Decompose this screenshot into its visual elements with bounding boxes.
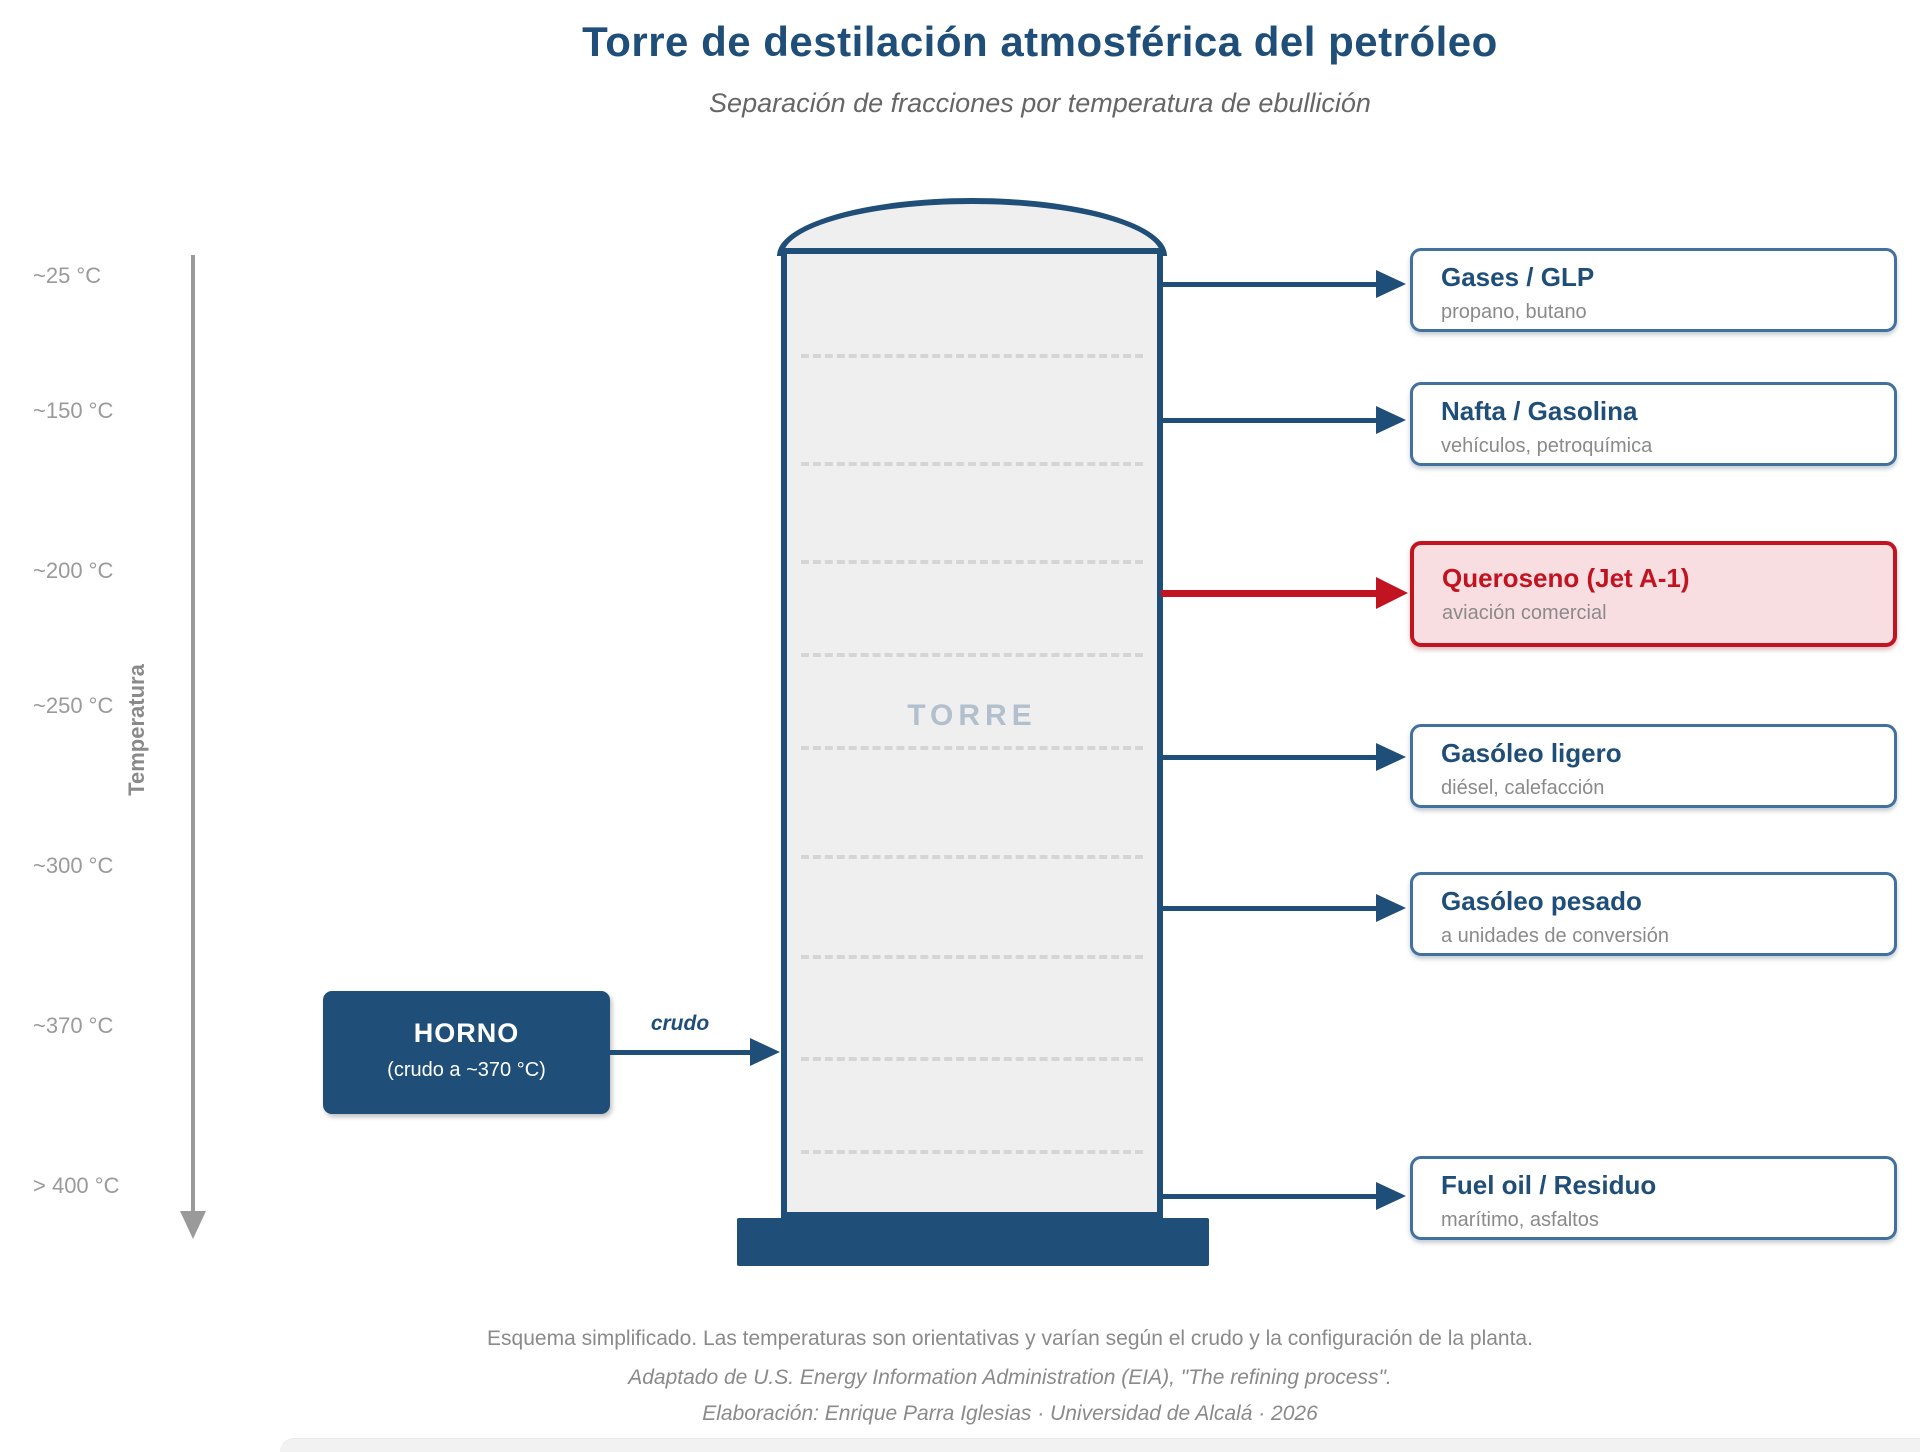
product-box-gasoleo-pesado: Gasóleo pesado a unidades de conversión bbox=[1410, 872, 1897, 956]
product-arrowhead-icon bbox=[1376, 270, 1406, 298]
product-arrow-line bbox=[1161, 418, 1378, 423]
tower-tray bbox=[801, 855, 1143, 859]
tower-base bbox=[737, 1218, 1209, 1266]
product-title: Fuel oil / Residuo bbox=[1441, 1170, 1657, 1200]
temperature-axis-line bbox=[191, 255, 195, 1213]
product-subtitle: diésel, calefacción bbox=[1441, 777, 1605, 799]
temp-tick-150: ~150 °C bbox=[33, 398, 114, 423]
temp-tick-250: ~250 °C bbox=[33, 693, 114, 718]
tower-tray bbox=[801, 746, 1143, 750]
product-title: Gasóleo ligero bbox=[1441, 738, 1622, 768]
product-arrowhead-icon bbox=[1376, 1182, 1406, 1210]
product-arrow-line bbox=[1161, 755, 1378, 760]
bottom-card-edge bbox=[280, 1438, 1920, 1452]
footer-note: Esquema simplificado. Las temperaturas s… bbox=[487, 1327, 1533, 1350]
product-subtitle: a unidades de conversión bbox=[1441, 925, 1669, 947]
furnace-box: HORNO (crudo a ~370 °C) bbox=[323, 991, 610, 1114]
temperature-axis-arrowhead-icon bbox=[180, 1211, 206, 1239]
temp-tick-300: ~300 °C bbox=[33, 853, 114, 878]
tower-body: TORRE bbox=[781, 248, 1163, 1218]
product-arrow-line bbox=[1161, 1194, 1378, 1199]
tower-tray bbox=[801, 354, 1143, 358]
furnace-subtitle: (crudo a ~370 °C) bbox=[387, 1059, 546, 1081]
tower-tray bbox=[801, 1057, 1143, 1061]
temp-tick-25: ~25 °C bbox=[33, 263, 102, 288]
crude-feed-arrowhead-icon bbox=[750, 1038, 780, 1066]
tower-label: TORRE bbox=[907, 699, 1037, 732]
product-arrow-line-highlight bbox=[1161, 590, 1378, 597]
product-arrowhead-icon bbox=[1376, 743, 1406, 771]
footer-credit: Elaboración: Enrique Parra Iglesias · Un… bbox=[702, 1402, 1318, 1425]
tower-tray bbox=[801, 462, 1143, 466]
crude-feed-label: crudo bbox=[650, 1012, 710, 1035]
tower-tray bbox=[801, 1150, 1143, 1154]
product-arrowhead-icon bbox=[1376, 894, 1406, 922]
temp-tick-200: ~200 °C bbox=[33, 558, 114, 583]
tower-tray bbox=[801, 955, 1143, 959]
furnace-title: HORNO bbox=[413, 1018, 520, 1048]
crude-feed-arrow-line bbox=[608, 1050, 752, 1055]
product-box-fuel-oil: Fuel oil / Residuo marítimo, asfaltos bbox=[1410, 1156, 1897, 1240]
page-subtitle: Separación de fracciones por temperatura… bbox=[709, 88, 1371, 118]
product-arrowhead-icon-highlight bbox=[1376, 577, 1408, 609]
page-title: Torre de destilación atmosférica del pet… bbox=[582, 18, 1498, 65]
product-subtitle: marítimo, asfaltos bbox=[1441, 1209, 1599, 1231]
product-subtitle: vehículos, petroquímica bbox=[1441, 435, 1653, 457]
product-subtitle: propano, butano bbox=[1441, 301, 1587, 323]
product-title: Nafta / Gasolina bbox=[1441, 396, 1638, 426]
product-box-queroseno: Queroseno (Jet A-1) aviación comercial bbox=[1410, 541, 1897, 647]
product-box-gasoleo-ligero: Gasóleo ligero diésel, calefacción bbox=[1410, 724, 1897, 808]
tower-tray bbox=[801, 560, 1143, 564]
tower-tray bbox=[801, 653, 1143, 657]
footer-source: Adaptado de U.S. Energy Information Admi… bbox=[628, 1366, 1392, 1389]
product-arrow-line bbox=[1161, 282, 1378, 287]
product-title: Gasóleo pesado bbox=[1441, 886, 1642, 916]
product-arrow-line bbox=[1161, 906, 1378, 911]
temp-tick-400: > 400 °C bbox=[33, 1173, 120, 1198]
product-arrowhead-icon bbox=[1376, 406, 1406, 434]
product-box-nafta: Nafta / Gasolina vehículos, petroquímica bbox=[1410, 382, 1897, 466]
product-box-gases: Gases / GLP propano, butano bbox=[1410, 248, 1897, 332]
temperature-axis-label: Temperatura bbox=[124, 664, 149, 796]
product-title: Gases / GLP bbox=[1441, 262, 1595, 292]
temp-tick-370: ~370 °C bbox=[33, 1013, 114, 1038]
product-subtitle: aviación comercial bbox=[1442, 602, 1607, 624]
product-title: Queroseno (Jet A-1) bbox=[1442, 563, 1690, 593]
